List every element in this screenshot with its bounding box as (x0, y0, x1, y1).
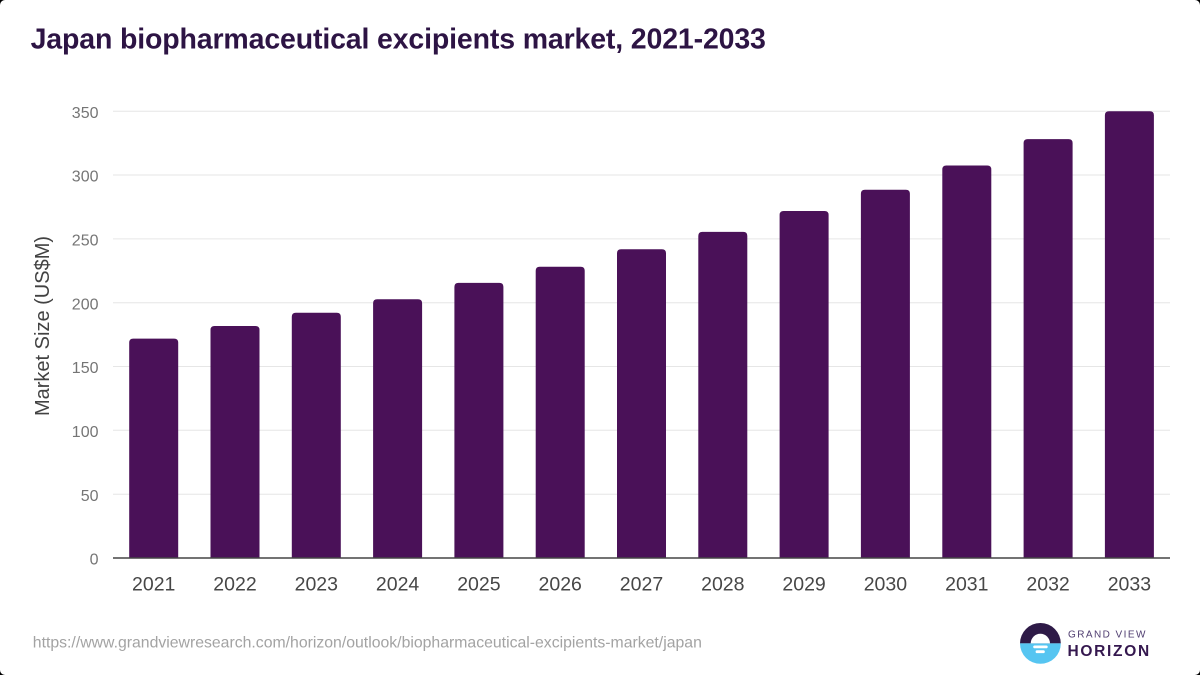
svg-text:Market Size (US$M): Market Size (US$M) (32, 236, 54, 416)
svg-text:Japan biopharmaceutical excipi: Japan biopharmaceutical excipients marke… (31, 24, 766, 56)
svg-text:2029: 2029 (782, 574, 825, 596)
svg-text:200: 200 (72, 296, 99, 313)
svg-text:300: 300 (72, 169, 99, 186)
svg-text:2027: 2027 (620, 574, 663, 596)
svg-text:0: 0 (90, 552, 99, 569)
svg-text:2026: 2026 (539, 574, 582, 596)
svg-text:250: 250 (72, 233, 99, 250)
svg-text:2030: 2030 (864, 574, 908, 596)
svg-text:https://www.grandviewresearch.: https://www.grandviewresearch.com/horizo… (33, 634, 702, 651)
svg-text:100: 100 (72, 424, 99, 441)
svg-text:2022: 2022 (213, 574, 256, 596)
svg-text:HORIZON: HORIZON (1068, 643, 1151, 660)
svg-text:2023: 2023 (295, 574, 338, 596)
svg-text:2033: 2033 (1108, 574, 1151, 596)
svg-text:2021: 2021 (132, 574, 175, 596)
svg-text:150: 150 (72, 360, 99, 377)
svg-text:2028: 2028 (701, 574, 744, 596)
svg-text:50: 50 (81, 488, 99, 505)
svg-text:2032: 2032 (1026, 574, 1069, 596)
svg-text:2031: 2031 (945, 574, 988, 596)
svg-text:350: 350 (72, 105, 99, 122)
svg-text:2025: 2025 (457, 574, 501, 596)
svg-text:GRAND VIEW: GRAND VIEW (1068, 630, 1147, 641)
svg-text:2024: 2024 (376, 574, 420, 596)
